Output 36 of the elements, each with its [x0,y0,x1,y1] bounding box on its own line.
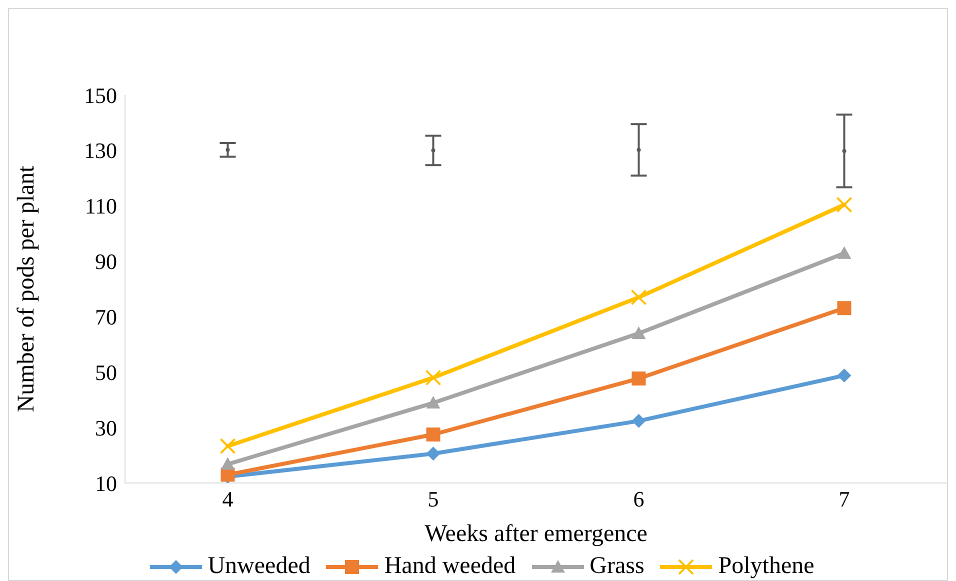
y-axis-title: Number of pods per plant [14,165,40,412]
point [426,396,440,409]
x-tick-label: 6 [633,486,644,512]
y-tick-label: 30 [95,415,117,440]
legend-label: Unweeded [206,553,310,580]
y-tick-label: 50 [95,360,117,385]
legend-label: Grass [588,553,644,580]
point [632,414,646,428]
legend-label: Polythene [717,553,814,580]
point [431,148,436,152]
point [426,446,440,461]
point [226,148,230,152]
point [425,370,442,386]
y-tick-label: 130 [84,138,117,164]
point [837,368,852,382]
point [632,326,646,339]
x-tick-label: 7 [838,486,850,512]
legend-label: Hand weeded [383,553,516,580]
point [837,246,852,259]
y-tick-label: 10 [95,470,117,496]
point [426,428,440,442]
x-tick-label: 5 [428,486,439,512]
point [836,196,852,213]
point [632,372,646,386]
x-tick-label: 4 [222,486,234,512]
point [630,289,647,306]
point [837,301,852,316]
point [220,438,236,454]
y-tick-label: 110 [84,194,117,219]
y-tick-label: 150 [84,82,117,108]
x-axis-title: Weeks after emergence [424,521,648,547]
point [636,148,641,152]
y-tick-label: 70 [95,304,117,330]
point [220,457,235,470]
y-tick-label: 90 [95,249,117,274]
point [842,148,846,153]
